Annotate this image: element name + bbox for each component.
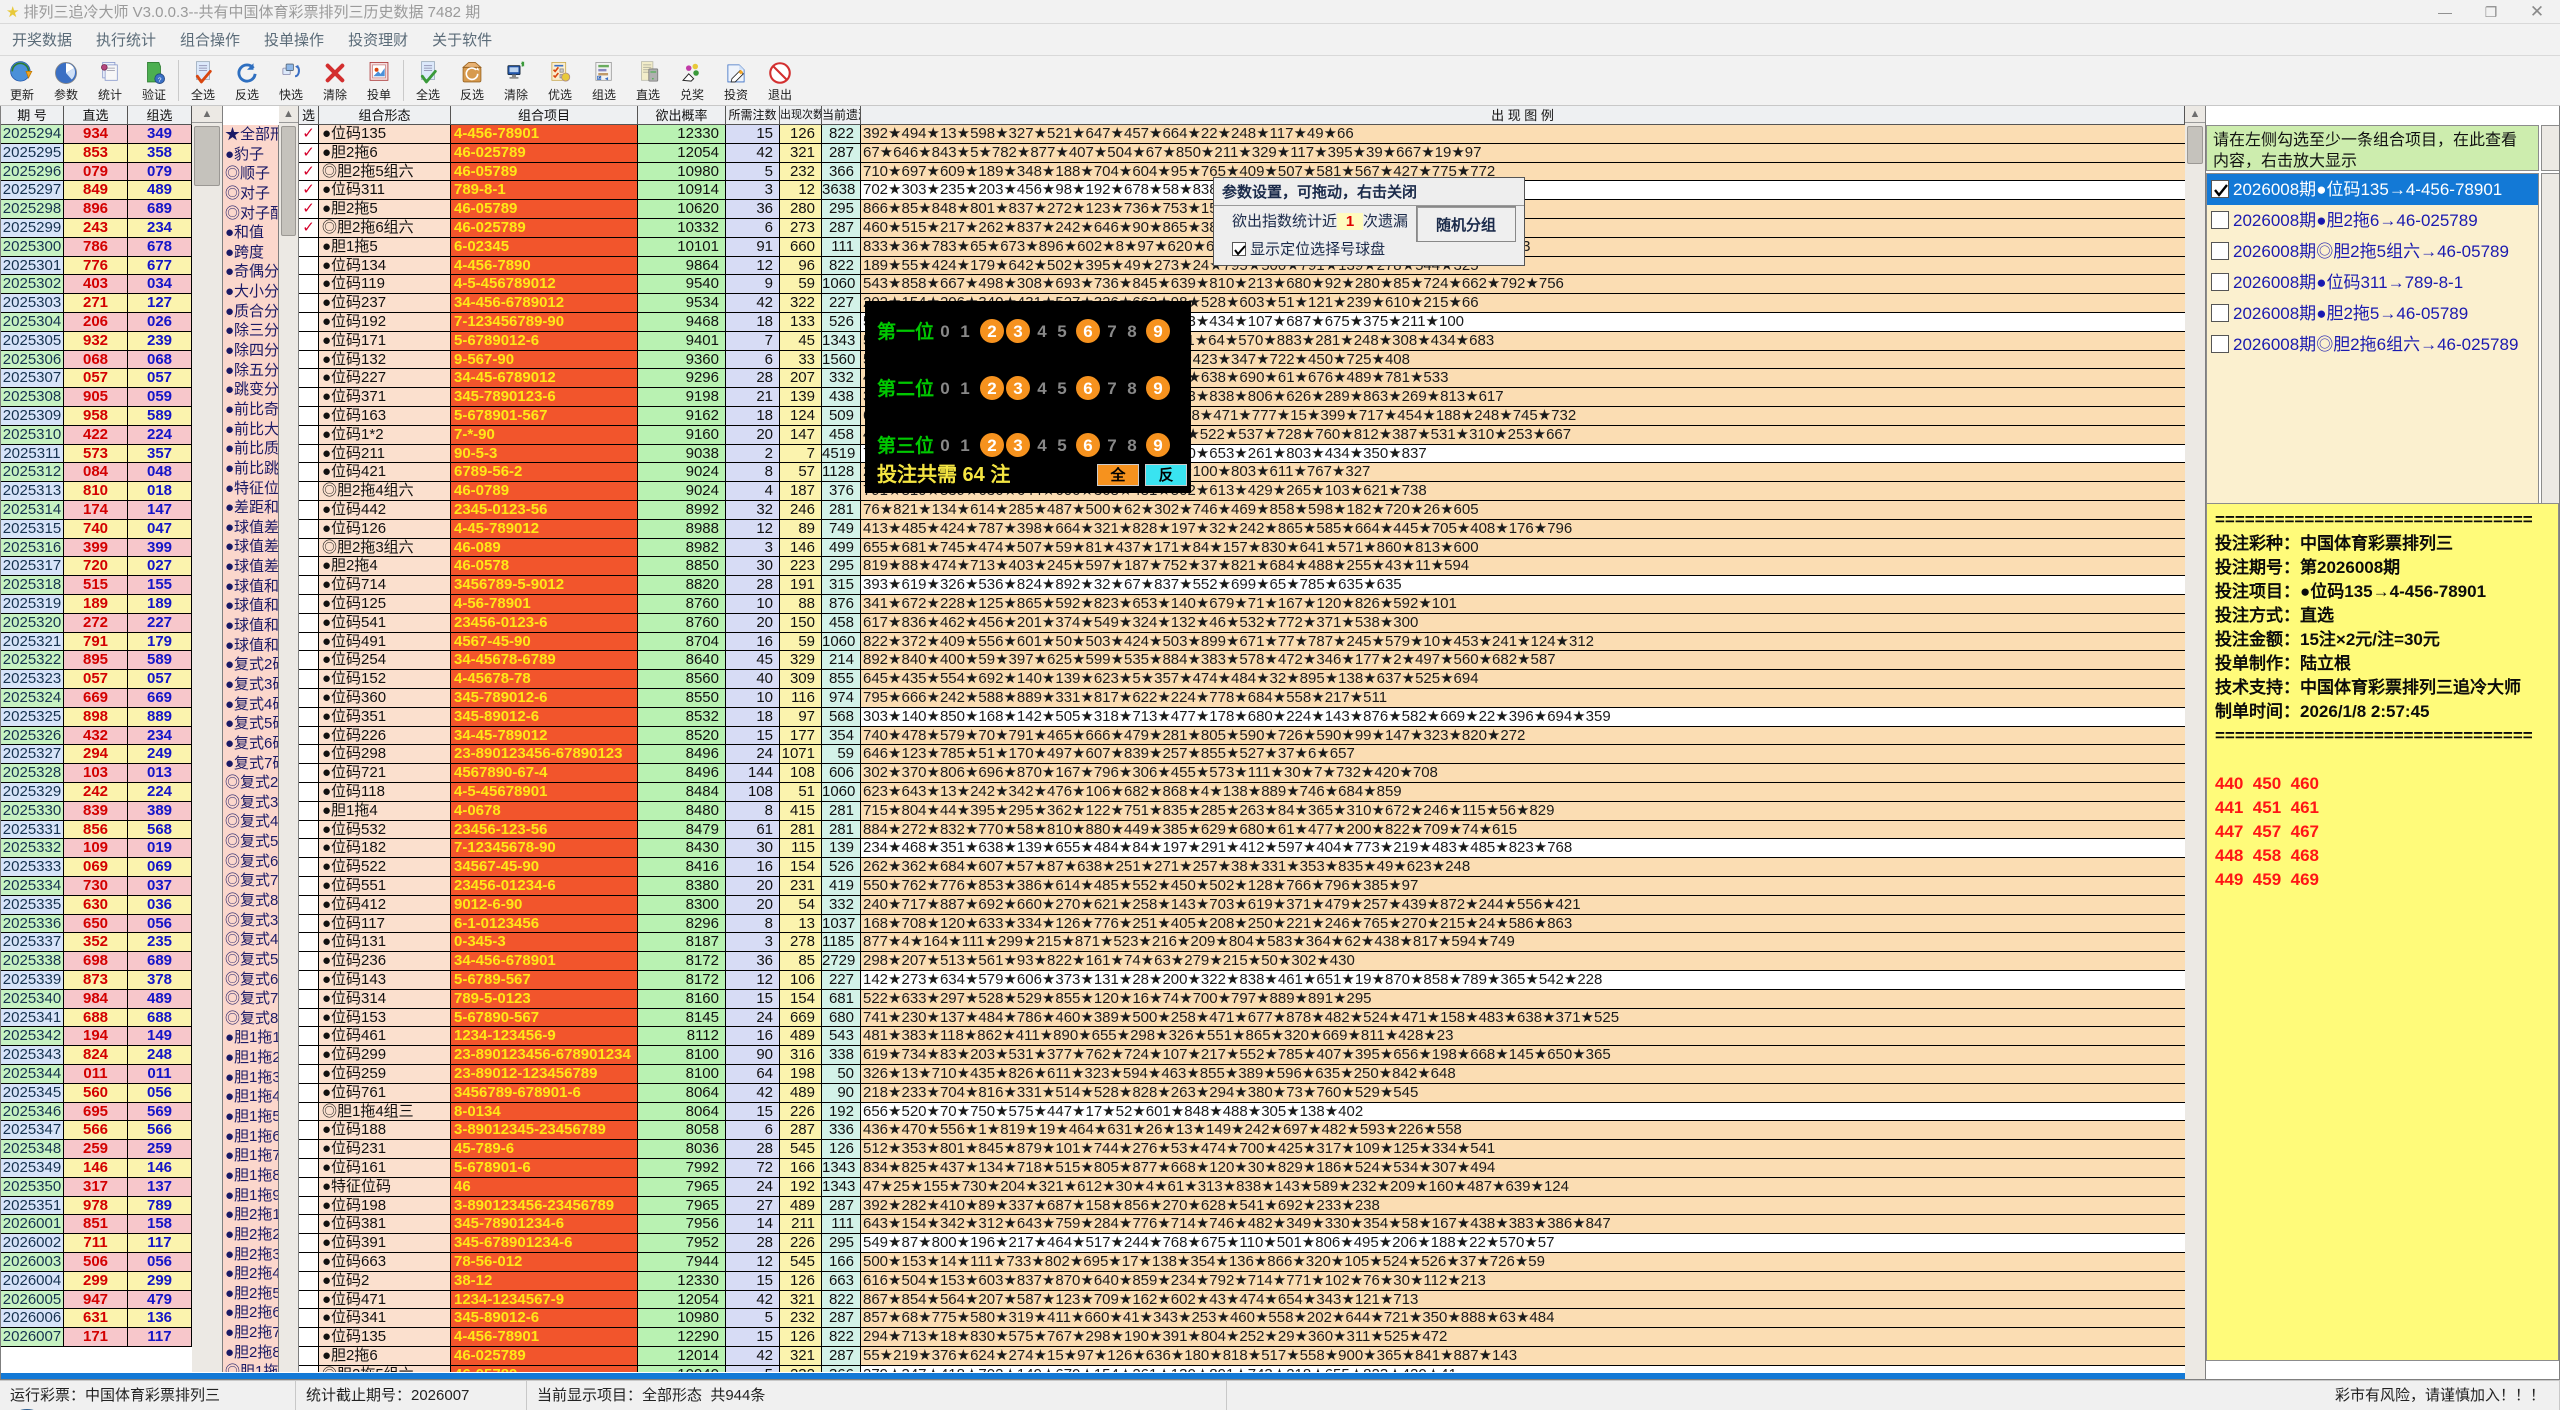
- svg-text:2: 2: [987, 379, 996, 398]
- svg-text:9: 9: [1153, 322, 1162, 341]
- svg-text:3: 3: [1013, 436, 1022, 455]
- svg-text:3: 3: [1013, 379, 1022, 398]
- svg-text:第三位: 第三位: [877, 434, 934, 457]
- svg-text:6: 6: [1083, 322, 1092, 341]
- svg-text:9: 9: [1153, 436, 1162, 455]
- svg-text:1: 1: [960, 322, 969, 341]
- svg-text:8: 8: [1127, 322, 1136, 341]
- svg-text:9: 9: [1153, 379, 1162, 398]
- svg-text:?: ?: [158, 77, 162, 84]
- svg-text:6: 6: [1083, 436, 1092, 455]
- svg-text:7: 7: [1107, 322, 1116, 341]
- svg-text:4: 4: [1037, 322, 1047, 341]
- svg-text:投注共需 64 注: 投注共需 64 注: [877, 462, 1010, 486]
- svg-text:7: 7: [1107, 379, 1116, 398]
- svg-text:0: 0: [940, 322, 949, 341]
- svg-text:0: 0: [940, 436, 949, 455]
- svg-text:1: 1: [960, 436, 969, 455]
- svg-text:7: 7: [1107, 436, 1116, 455]
- svg-text:8: 8: [1127, 379, 1136, 398]
- svg-text:8: 8: [1127, 436, 1136, 455]
- svg-text:0: 0: [940, 379, 949, 398]
- svg-text:第一位: 第一位: [877, 320, 934, 343]
- svg-text:5: 5: [1057, 322, 1066, 341]
- svg-text:第二位: 第二位: [877, 377, 934, 400]
- svg-text:4: 4: [1037, 379, 1047, 398]
- svg-text:5: 5: [1057, 436, 1066, 455]
- svg-text:4: 4: [1037, 436, 1047, 455]
- svg-text:2: 2: [987, 436, 996, 455]
- svg-text:5: 5: [1057, 379, 1066, 398]
- svg-text:3: 3: [1013, 322, 1022, 341]
- svg-text:1: 1: [960, 379, 969, 398]
- svg-text:6: 6: [1083, 379, 1092, 398]
- svg-text:2: 2: [987, 322, 996, 341]
